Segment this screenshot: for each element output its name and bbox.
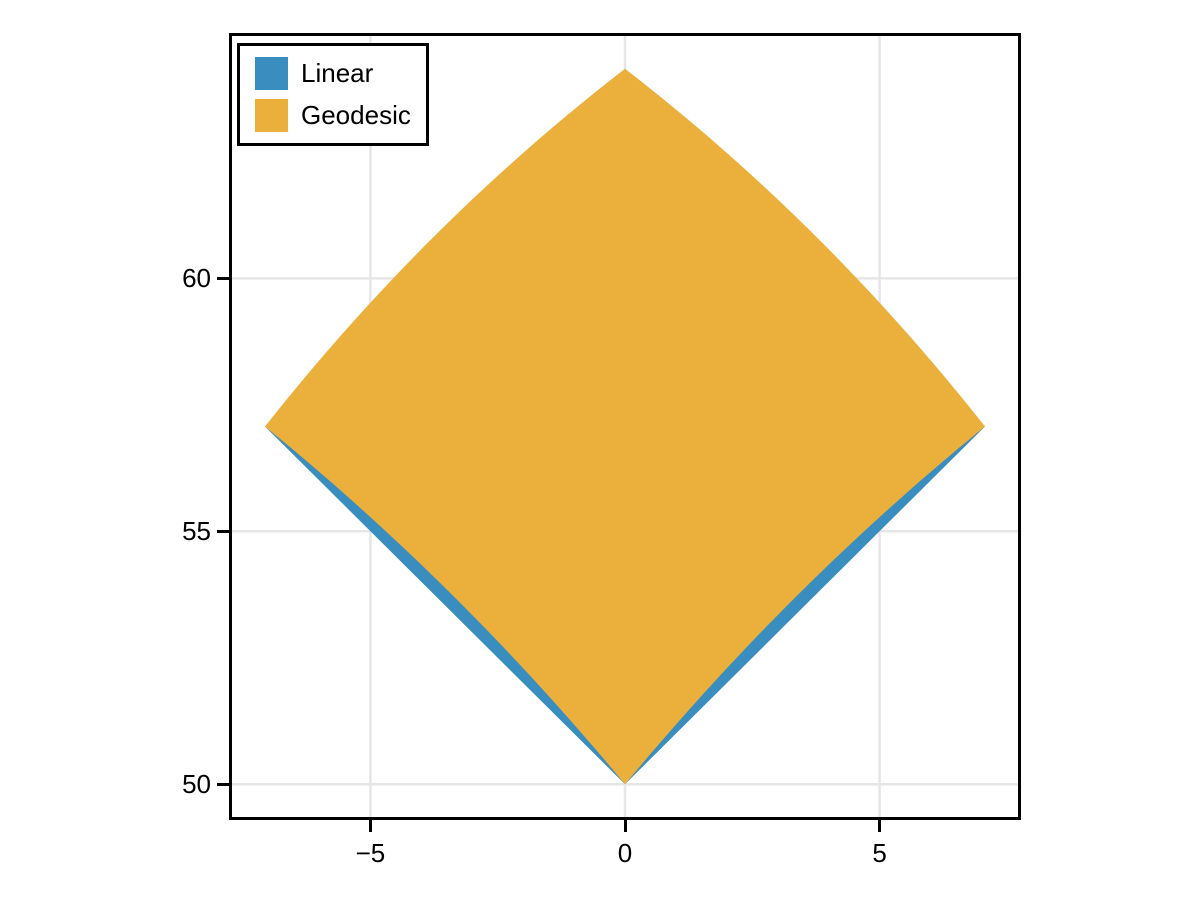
legend: Linear Geodesic [237, 43, 429, 146]
x-tick-label: 0 [617, 838, 633, 868]
y-tick [217, 276, 229, 280]
x-tick [368, 820, 372, 832]
x-tick-label: 5 [872, 838, 887, 868]
plot-svg [229, 33, 1021, 820]
legend-item-linear: Linear [255, 57, 411, 90]
geodesic-polygon [265, 68, 985, 785]
y-tick-label: 50 [182, 769, 211, 800]
legend-swatch-geodesic [255, 99, 288, 132]
x-tick [878, 820, 882, 832]
legend-label-geodesic: Geodesic [301, 100, 411, 130]
y-tick [217, 529, 229, 533]
plot-frame [229, 33, 1021, 820]
x-tick [623, 820, 627, 832]
legend-item-geodesic: Geodesic [255, 99, 411, 132]
y-tick-label: 60 [182, 263, 211, 294]
y-tick [217, 782, 229, 786]
y-tick-label: 55 [182, 516, 211, 547]
legend-label-linear: Linear [301, 58, 374, 88]
x-tick-label: −5 [355, 838, 386, 868]
legend-swatch-linear [255, 57, 288, 90]
